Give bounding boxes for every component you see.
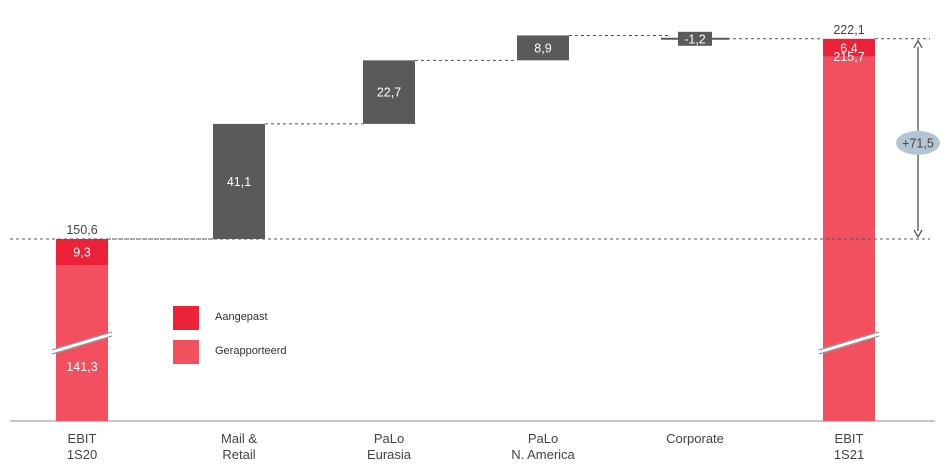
axis-break-line xyxy=(51,331,113,351)
delta-bar xyxy=(363,60,415,124)
delta-bar xyxy=(213,123,265,239)
axis-break-line xyxy=(51,335,113,355)
category-label: 1S20 xyxy=(67,447,97,462)
data-label-aangepast: 6,4 xyxy=(840,41,857,55)
axis-break-line xyxy=(818,331,880,351)
bar-aangepast xyxy=(823,38,875,57)
change-badge xyxy=(896,130,940,155)
axis-break-gap xyxy=(51,331,113,355)
category-label: N. America xyxy=(511,447,575,462)
change-label: +71,5 xyxy=(902,136,934,150)
data-label-gerapporteerd: 141,3 xyxy=(66,360,97,374)
category-label: EBIT xyxy=(835,431,864,446)
bar-gerapporteerd xyxy=(823,56,875,421)
axis-break-gap xyxy=(818,331,880,355)
category-label: PaLo xyxy=(374,431,404,446)
axis-break-line xyxy=(818,335,880,355)
category-label: EBIT xyxy=(68,431,97,446)
delta-bar xyxy=(678,31,712,46)
legend-label-aangepast: Aangepast xyxy=(215,311,268,323)
data-label-total: 150,6 xyxy=(66,223,97,237)
data-label-total: 222,1 xyxy=(833,23,864,37)
category-label: 1S21 xyxy=(834,447,864,462)
category-label: PaLo xyxy=(528,431,558,446)
change-arrow-head-up xyxy=(913,39,923,49)
data-label-delta: -1,2 xyxy=(684,32,706,46)
bar-aangepast xyxy=(56,239,108,266)
data-label-aangepast: 9,3 xyxy=(73,246,90,260)
legend-label-gerapporteerd: Gerapporteerd xyxy=(215,345,287,357)
data-label-delta: 41,1 xyxy=(227,175,251,189)
change-arrow-head-down xyxy=(913,229,923,239)
data-label-delta: 22,7 xyxy=(377,86,401,100)
data-label-delta: 8,9 xyxy=(534,41,551,55)
delta-bar xyxy=(517,35,569,61)
legend-swatch-gerapporteerd xyxy=(173,340,199,364)
legend-swatch-aangepast xyxy=(173,306,199,330)
category-label: Mail & xyxy=(221,431,257,446)
category-label: Corporate xyxy=(666,431,724,446)
category-label: Retail xyxy=(222,447,255,462)
category-label: Eurasia xyxy=(367,447,412,462)
data-label-gerapporteerd: 215,7 xyxy=(833,50,864,64)
